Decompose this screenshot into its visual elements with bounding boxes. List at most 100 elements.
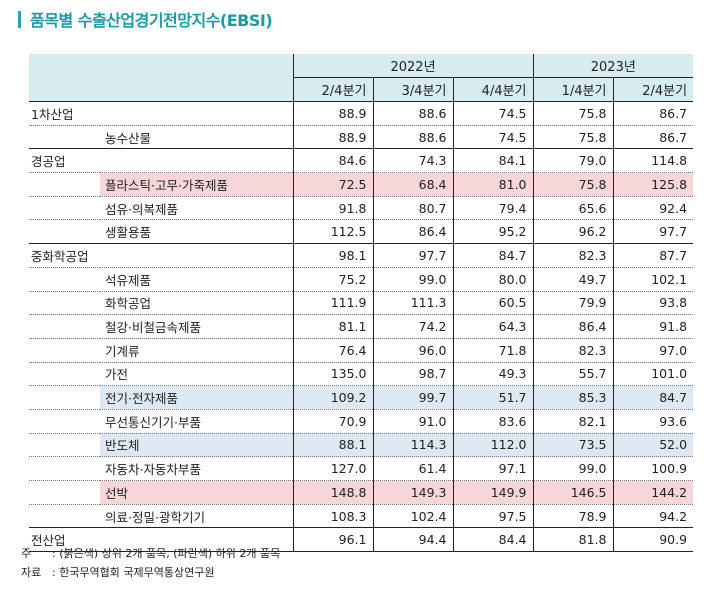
value-cell: 82.3: [532, 338, 614, 363]
table-row: 플라스틱·고무·가죽제품 72.5 68.4 81.0 75.8 125.8: [29, 172, 694, 197]
table-row: 가전 135.0 98.7 49.3 55.7 101.0: [29, 362, 694, 387]
table-row: 농수산물 88.9 88.6 74.5 75.8 86.7: [29, 125, 694, 150]
row-item-label: 자동차·자동차부품: [100, 456, 293, 481]
title-accent-bar: [18, 10, 21, 28]
value-cell: 74.3: [372, 148, 453, 174]
value-cell: 72.5: [292, 172, 373, 197]
header-quarter: 1/4분기: [532, 77, 614, 102]
table-row: 경공업 84.6 74.3 84.1 79.0 114.8: [29, 148, 694, 174]
value-cell: 84.7: [452, 243, 534, 268]
table-row: 철강·비철금속제품 81.1 74.2 64.3 86.4 91.8: [29, 314, 694, 339]
table-row: 의료·정밀·광학기기 108.3 102.4 97.5 78.9 94.2: [29, 504, 694, 529]
row-item-label: 선박: [100, 480, 293, 505]
value-cell: 98.7: [372, 362, 453, 387]
value-cell: 91.0: [372, 409, 453, 434]
row-group-label: [29, 219, 100, 245]
value-cell: 93.8: [612, 291, 694, 316]
value-cell: 75.8: [532, 172, 614, 197]
value-cell: 80.0: [452, 267, 534, 292]
row-group-label: [29, 125, 100, 150]
value-cell: 88.6: [372, 101, 453, 126]
value-cell: 86.4: [532, 314, 614, 339]
header-blank: [29, 54, 293, 102]
row-item-label: 플라스틱·고무·가죽제품: [100, 172, 293, 197]
table-row: 반도체 88.1 114.3 112.0 73.5 52.0: [29, 433, 694, 458]
footnote-note: 주: (붉은색) 상위 2개 품목, (파란색) 하위 2개 품목: [21, 545, 280, 561]
value-cell: 96.0: [372, 338, 453, 363]
value-cell: 101.0: [612, 362, 694, 387]
value-cell: 55.7: [532, 362, 614, 387]
value-cell: 102.4: [372, 504, 453, 529]
value-cell: 74.5: [452, 101, 534, 126]
value-cell: 91.8: [612, 314, 694, 339]
value-cell: 49.7: [532, 267, 614, 292]
value-cell: 78.9: [532, 504, 614, 529]
row-group-label: [29, 362, 100, 387]
value-cell: 135.0: [292, 362, 373, 387]
value-cell: 79.9: [532, 291, 614, 316]
row-item-label: 화학공업: [100, 291, 293, 316]
value-cell: 87.7: [612, 243, 694, 268]
value-cell: 97.7: [612, 219, 694, 245]
value-cell: 73.5: [532, 433, 614, 458]
row-group-label: [29, 172, 100, 197]
row-group-label: [29, 504, 100, 529]
value-cell: 65.6: [532, 196, 614, 221]
table-row: 전산업 96.1 94.4 84.4 81.8 90.9: [29, 527, 694, 553]
value-cell: 61.4: [372, 456, 453, 481]
row-item-label: 섬유·의복제품: [100, 196, 293, 221]
value-cell: 100.9: [612, 456, 694, 481]
value-cell: 94.4: [372, 527, 453, 553]
row-group-label: 중화학공업: [29, 243, 293, 268]
value-cell: 88.9: [292, 101, 373, 126]
row-group-label: 1차산업: [29, 101, 293, 126]
value-cell: 86.7: [612, 125, 694, 150]
value-cell: 149.3: [372, 480, 453, 505]
row-group-label: [29, 196, 100, 221]
value-cell: 96.1: [292, 527, 373, 553]
row-item-label: 기계류: [100, 338, 293, 363]
value-cell: 125.8: [612, 172, 694, 197]
value-cell: 149.9: [452, 480, 534, 505]
table-row: 무선통신기기·부품 70.9 91.0 83.6 82.1 93.6: [29, 409, 694, 434]
value-cell: 81.8: [532, 527, 614, 553]
value-cell: 94.2: [612, 504, 694, 529]
value-cell: 146.5: [532, 480, 614, 505]
value-cell: 75.2: [292, 267, 373, 292]
value-cell: 83.6: [452, 409, 534, 434]
row-item-label: 철강·비철금속제품: [100, 314, 293, 339]
footnote-key: 자료: [21, 566, 42, 579]
row-item-label: 의료·정밀·광학기기: [100, 504, 293, 529]
row-group-label: [29, 291, 100, 316]
value-cell: 60.5: [452, 291, 534, 316]
value-cell: 81.1: [292, 314, 373, 339]
row-item-label: 생활용품: [100, 219, 293, 245]
value-cell: 102.1: [612, 267, 694, 292]
value-cell: 92.4: [612, 196, 694, 221]
header-year-2023: 2023년: [532, 54, 694, 78]
value-cell: 84.6: [292, 148, 373, 174]
table-row: 자동차·자동차부품 127.0 61.4 97.1 99.0 100.9: [29, 456, 694, 481]
value-cell: 81.0: [452, 172, 534, 197]
footnote-key: 주: [21, 547, 32, 560]
ebsi-table: 2022년 2023년 2/4분기 3/4분기 4/4분기 1/4분기 2/4분…: [29, 54, 694, 553]
row-group-label: [29, 385, 100, 410]
section-title: 품목별 수출산업경기전망지수(EBSI): [18, 7, 273, 31]
value-cell: 112.0: [452, 433, 534, 458]
table-row: 석유제품 75.2 99.0 80.0 49.7 102.1: [29, 267, 694, 292]
value-cell: 71.8: [452, 338, 534, 363]
value-cell: 79.4: [452, 196, 534, 221]
row-group-label: [29, 409, 100, 434]
value-cell: 88.6: [372, 125, 453, 150]
value-cell: 80.7: [372, 196, 453, 221]
value-cell: 99.0: [532, 456, 614, 481]
row-group-label: 경공업: [29, 148, 293, 174]
row-group-label: [29, 480, 100, 505]
row-item-label: 석유제품: [100, 267, 293, 292]
page-title: 품목별 수출산업경기전망지수(EBSI): [30, 11, 273, 30]
row-item-label: 가전: [100, 362, 293, 387]
value-cell: 74.5: [452, 125, 534, 150]
table-row: 화학공업 111.9 111.3 60.5 79.9 93.8: [29, 291, 694, 316]
table-row: 선박 148.8 149.3 149.9 146.5 144.2: [29, 480, 694, 505]
table-row: 섬유·의복제품 91.8 80.7 79.4 65.6 92.4: [29, 196, 694, 221]
